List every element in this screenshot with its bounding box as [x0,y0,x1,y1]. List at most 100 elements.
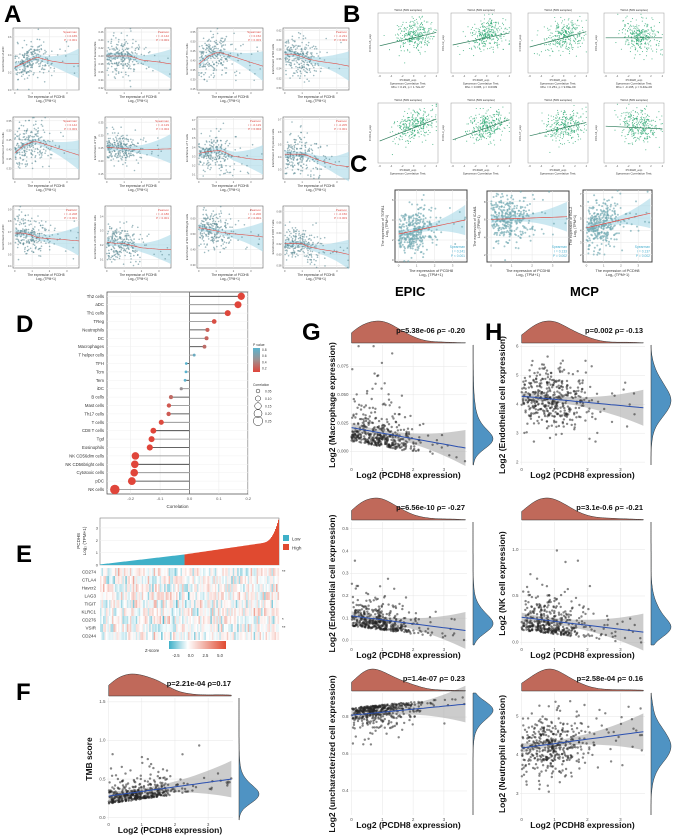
scatter-point [207,238,210,240]
scatter-point [48,245,51,248]
scatter-point [141,147,144,150]
scatter-point [422,38,424,40]
scatter-point [207,165,209,167]
scatter-point [284,241,287,244]
scatter-point [107,54,110,56]
scatter-point [209,55,212,58]
scatter-point [491,130,493,133]
scatter-point [485,40,487,42]
scatter-point [132,63,135,66]
scatter-point [485,133,487,135]
scatter-point [125,238,128,240]
scatter-point [119,227,121,229]
scatter-point [129,54,131,56]
scatter-point [207,249,210,252]
scatter-point [201,232,203,235]
scatter-point [576,36,578,38]
scatter-point [208,233,210,236]
scatter-point [23,78,26,80]
stat-text: Spearman [63,30,77,34]
scatter-point [308,247,311,250]
scatter-point [29,238,32,241]
scatter-point [210,230,212,232]
scatter-point [222,235,224,237]
scatter-point [569,37,571,39]
scatter-point [246,154,248,157]
scatter-point [567,31,569,33]
scatter-point [212,219,215,221]
scatter-point [206,214,208,217]
scatter-point [243,224,246,226]
scatter-point [316,160,319,163]
y-axis-label: Enrichment of CD8 T cells [271,219,275,254]
scatter-point [205,154,207,156]
scatter-point [315,70,318,72]
y-tick-label: 0.35 [98,120,104,124]
scatter-point [40,245,43,247]
scatter-point [301,246,304,248]
scatter-point [432,108,434,110]
scatter-point [23,149,25,152]
scatter-point [124,42,126,44]
scatter-point [119,137,121,139]
scatter-point [644,46,646,48]
scatter-point [40,44,42,47]
scatter-point [467,26,469,28]
y-tick-label: 0.7 [192,118,196,122]
confidence-band [198,222,263,252]
scatter-point [581,36,583,39]
scatter-point [291,227,294,229]
scatter-point [651,35,653,38]
scatter-point [211,65,214,68]
scatter-point [565,46,567,48]
scatter-point [568,53,570,55]
scatter-point [211,222,214,225]
scatter-point [292,229,295,231]
scatter-point [564,34,566,37]
scatter-point [296,147,298,150]
scatter-point [417,37,419,40]
scatter-point [491,20,493,22]
scatter-point [43,81,46,83]
scatter-point [133,244,136,246]
scatter-point [485,22,488,24]
scatter-point [127,233,129,235]
scatter-point [475,31,477,33]
scatter-point [204,170,206,173]
scatter-point [126,230,129,233]
scatter-point [487,128,489,130]
scatter-point [37,58,39,61]
y-tick-label: 0.45 [190,49,196,53]
scatter-point [111,58,113,60]
scatter-point [404,119,406,121]
scatter-point [27,139,30,141]
scatter-point [217,62,220,65]
scatter-point [28,242,31,244]
scatter-point [217,57,219,59]
scatter-point [486,110,488,112]
scatter-point [560,39,562,41]
scatter-point [483,122,485,124]
scatter-point [119,154,121,156]
scatter-point [325,37,328,40]
scatter-point [310,261,313,264]
scatter-point [42,71,45,74]
scatter-point [200,222,202,225]
scatter-point [304,55,307,57]
scatter-point [51,50,53,52]
scatter-point [500,139,502,141]
scatter-point [617,13,619,15]
scatter-point [118,231,120,233]
scatter-point [301,233,303,236]
scatter-point [257,50,259,53]
scatter-point [473,29,475,31]
scatter-point [209,44,211,47]
scatter-point [474,38,477,40]
scatter-point [119,155,121,158]
scatter-point [224,172,226,175]
scatter-point [298,155,301,157]
scatter-point [306,61,309,64]
scatter-point [153,54,156,57]
